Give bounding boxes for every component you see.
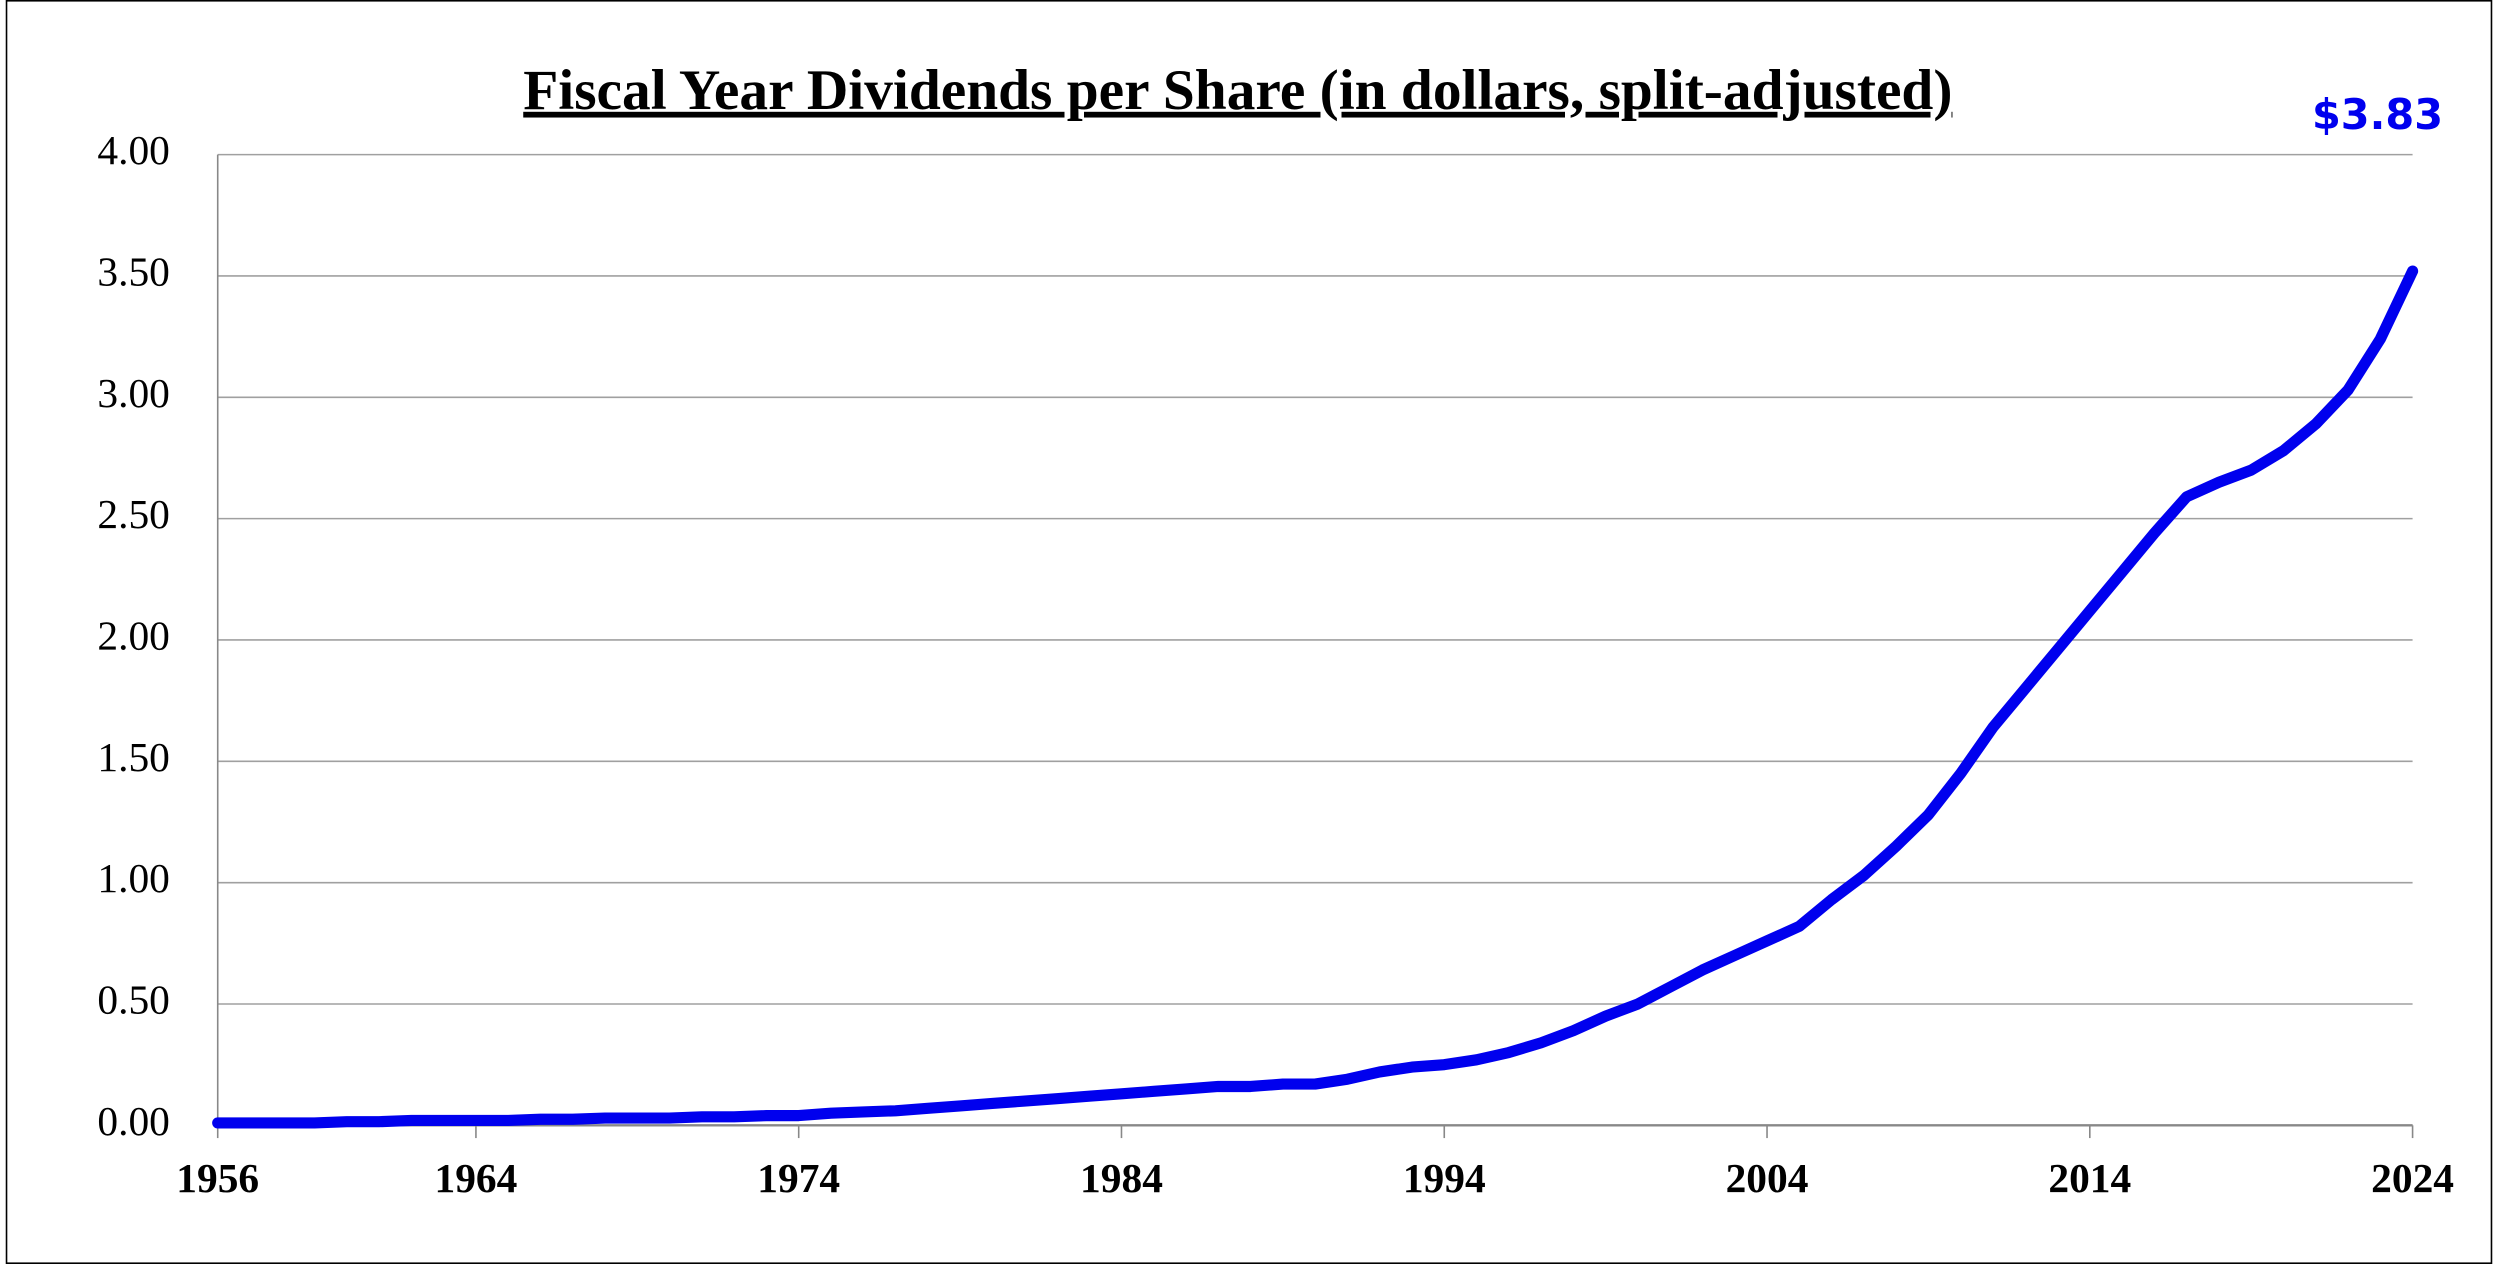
y-tick-label: 3.00 xyxy=(97,370,170,416)
x-tick-label: 2014 xyxy=(2048,1155,2131,1201)
x-tick-label: 1994 xyxy=(1403,1155,1486,1201)
y-tick-label: 0.50 xyxy=(97,977,170,1023)
x-tick-label: 2024 xyxy=(2371,1155,2454,1201)
annotation: $3.83 xyxy=(2312,91,2443,139)
x-tick-label: 2004 xyxy=(1726,1155,1809,1201)
x-tick-label: 1984 xyxy=(1080,1155,1163,1201)
y-tick-label: 0.00 xyxy=(97,1098,170,1144)
frame xyxy=(5,0,2493,1264)
x-tick-label: 1956 xyxy=(176,1155,259,1201)
y-tick-label: 3.50 xyxy=(97,248,170,294)
x-tick-label: 1964 xyxy=(434,1155,517,1201)
y-tick-label: 2.00 xyxy=(97,612,170,658)
chart-title: Fiscal Year Dividends per Share (in doll… xyxy=(523,59,1952,122)
y-tick-label: 2.50 xyxy=(97,491,170,537)
y-tick-label: 4.00 xyxy=(97,127,170,173)
x-tick-label: 1974 xyxy=(757,1155,840,1201)
y-tick-label: 1.50 xyxy=(97,734,170,780)
y-tick-label: 1.00 xyxy=(97,855,170,901)
data-line xyxy=(212,265,2419,1129)
